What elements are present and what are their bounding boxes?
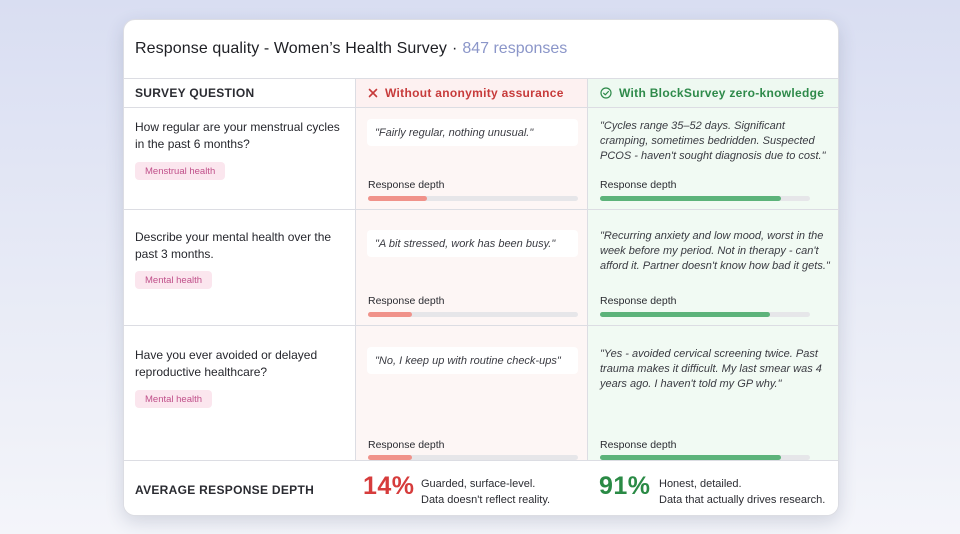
with-quote: "Cycles range 35–52 days. Significant cr… [600, 119, 836, 164]
quote-line: "Recurring anxiety and low mood, worst i… [600, 230, 824, 242]
description-line: Data that actually drives research. [659, 494, 826, 506]
column-header-question: SURVEY QUESTION [124, 79, 356, 108]
question-cell: Describe your mental health over the pas… [124, 210, 356, 325]
without-quote: "Fairly regular, nothing unusual." [367, 119, 578, 146]
depth-bar-track [368, 196, 578, 201]
close-x-icon [368, 88, 378, 98]
question-cell: Have you ever avoided or delayed reprodu… [124, 326, 356, 460]
question-text: Describe your mental health over the pas… [135, 229, 350, 263]
question-text: Have you ever avoided or delayed reprodu… [135, 347, 350, 381]
average-depth-footer: AVERAGE RESPONSE DEPTH 14% Guarded, surf… [124, 461, 838, 515]
title-separator: · [452, 40, 458, 57]
without-quote: "No, I keep up with routine check-ups" [367, 347, 578, 374]
category-tag: Mental health [135, 271, 213, 289]
with-cell: "Cycles range 35–52 days. Significant cr… [588, 108, 838, 209]
depth-bar-fill [600, 455, 781, 460]
with-cell: "Recurring anxiety and low mood, worst i… [588, 210, 838, 325]
depth-bar-fill [368, 196, 427, 201]
without-cell: "No, I keep up with routine check-ups" R… [356, 326, 588, 460]
question-line: in the past 6 months? [135, 137, 250, 151]
quote-line: "Cycles range 35–52 days. Significant [600, 120, 785, 132]
quote-line: cramping, sometimes bedridden. Suspected [600, 135, 815, 147]
without-cell: "A bit stressed, work has been busy." Re… [356, 210, 588, 325]
question-line: past 3 months. [135, 247, 214, 261]
depth-bar-fill [600, 196, 781, 201]
column-header-with-label: With BlockSurvey zero-knowledge [619, 86, 825, 100]
with-cell: "Yes - avoided cervical screening twice.… [588, 326, 838, 460]
without-cell: "Fairly regular, nothing unusual." Respo… [356, 108, 588, 209]
depth-bar-fill [600, 312, 771, 317]
category-tag: Mental health [135, 390, 213, 408]
depth-bar-track [368, 312, 578, 317]
question-cell: How regular are your menstrual cycles in… [124, 108, 356, 209]
response-depth-label: Response depth [600, 295, 677, 307]
column-header-question-label: SURVEY QUESTION [135, 86, 255, 100]
table-row: Have you ever avoided or delayed reprodu… [124, 326, 838, 461]
with-average-description: Honest, detailed. Data that actually dri… [659, 476, 825, 508]
without-average-description: Guarded, surface-level. Data doesn't ref… [421, 476, 550, 508]
with-quote: "Recurring anxiety and low mood, worst i… [600, 229, 836, 274]
response-depth-label: Response depth [600, 179, 677, 191]
quote-line: years ago. I haven't told my GP why." [600, 378, 782, 390]
column-header-with: With BlockSurvey zero-knowledge [588, 79, 838, 108]
depth-bar-track [600, 312, 810, 317]
question-text: How regular are your menstrual cycles in… [135, 119, 350, 153]
depth-bar-track [368, 455, 578, 460]
table-row: How regular are your menstrual cycles in… [124, 108, 838, 210]
response-count: 847 responses [462, 40, 568, 57]
quote-line: PCOS - haven't sought diagnosis due to c… [600, 150, 826, 162]
description-line: Guarded, surface-level. [421, 478, 536, 490]
depth-bar-track [600, 455, 810, 460]
description-line: Honest, detailed. [659, 478, 742, 490]
question-line: Have you ever avoided or delayed [135, 348, 318, 362]
response-depth-label: Response depth [368, 179, 445, 191]
category-tag: Menstrual health [135, 162, 226, 180]
card-title: Response quality - Women’s Health Survey [135, 40, 447, 57]
with-quote: "Yes - avoided cervical screening twice.… [600, 347, 836, 392]
card-header: Response quality - Women’s Health Survey… [124, 20, 838, 79]
check-circle-icon [600, 87, 612, 99]
without-quote: "A bit stressed, work has been busy." [367, 230, 578, 257]
response-depth-label: Response depth [368, 295, 445, 307]
quote-line: afford it. Partner doesn't know how bad … [600, 260, 830, 272]
question-line: reproductive healthcare? [135, 365, 268, 379]
with-average-percent: 91% [599, 472, 651, 500]
question-line: How regular are your menstrual cycles [135, 120, 340, 134]
quote-line: "Yes - avoided cervical screening twice.… [600, 348, 818, 360]
response-quality-card: Response quality - Women’s Health Survey… [123, 19, 839, 516]
quote-line: week before my period. Not in therapy - … [600, 245, 819, 257]
average-depth-label: AVERAGE RESPONSE DEPTH [135, 483, 315, 497]
description-line: Data doesn't reflect reality. [421, 494, 551, 506]
quote-line: trauma makes it difficult. My last smear… [600, 363, 822, 375]
depth-bar-fill [368, 312, 413, 317]
response-depth-label: Response depth [600, 439, 677, 451]
depth-bar-fill [368, 455, 413, 460]
column-header-without: Without anonymity assurance [356, 79, 588, 108]
response-depth-label: Response depth [368, 439, 445, 451]
question-line: Describe your mental health over the [135, 230, 332, 244]
column-header-without-label: Without anonymity assurance [385, 86, 564, 100]
depth-bar-track [600, 196, 810, 201]
without-average-percent: 14% [363, 472, 415, 500]
table-row: Describe your mental health over the pas… [124, 210, 838, 326]
